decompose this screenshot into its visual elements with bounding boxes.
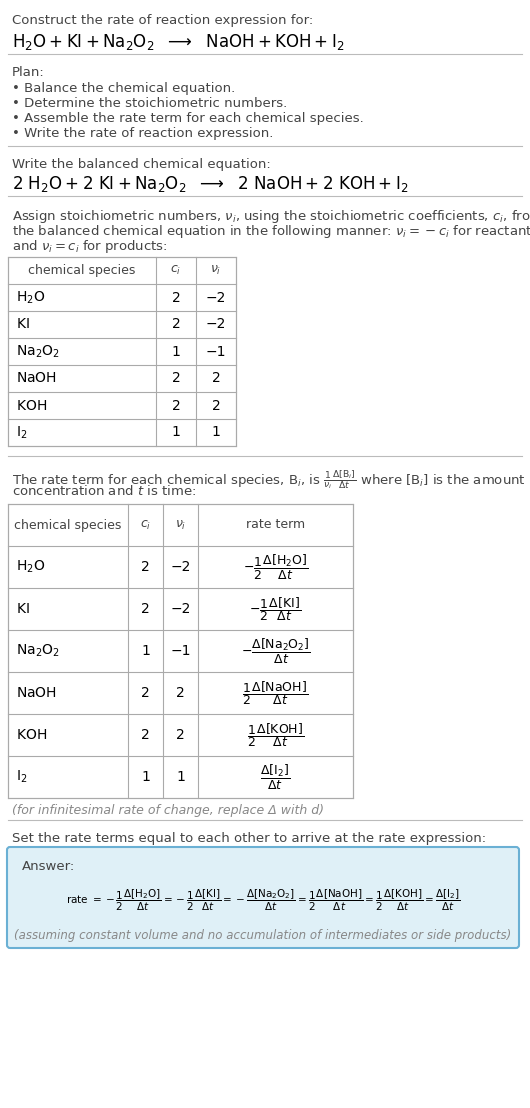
- Text: 2: 2: [141, 602, 150, 616]
- Text: $c_i$: $c_i$: [140, 519, 151, 532]
- Text: 2: 2: [172, 371, 180, 386]
- Text: 1: 1: [176, 770, 185, 784]
- Text: Assign stoichiometric numbers, $\nu_i$, using the stoichiometric coefficients, $: Assign stoichiometric numbers, $\nu_i$, …: [12, 208, 530, 225]
- Text: −1: −1: [170, 644, 191, 658]
- Text: 2: 2: [141, 686, 150, 700]
- Text: 1: 1: [141, 644, 150, 658]
- Text: $-\dfrac{1}{2}\dfrac{\Delta[\mathrm{KI}]}{\Delta t}$: $-\dfrac{1}{2}\dfrac{\Delta[\mathrm{KI}]…: [250, 595, 302, 623]
- Bar: [8, 504, 353, 798]
- Text: $\mathrm{NaOH}$: $\mathrm{NaOH}$: [16, 686, 57, 700]
- Text: 1: 1: [211, 425, 220, 440]
- Text: • Write the rate of reaction expression.: • Write the rate of reaction expression.: [12, 127, 273, 140]
- Text: −2: −2: [170, 602, 191, 616]
- Text: rate $= -\dfrac{1}{2}\dfrac{\Delta[\mathrm{H_2O}]}{\Delta t}= -\dfrac{1}{2}\dfra: rate $= -\dfrac{1}{2}\dfrac{\Delta[\math…: [66, 888, 460, 913]
- Text: Answer:: Answer:: [22, 860, 75, 873]
- Text: • Assemble the rate term for each chemical species.: • Assemble the rate term for each chemic…: [12, 112, 364, 125]
- Text: Write the balanced chemical equation:: Write the balanced chemical equation:: [12, 158, 271, 171]
- Text: $\nu_i$: $\nu_i$: [175, 519, 186, 532]
- Text: 2: 2: [211, 371, 220, 386]
- Text: $\mathrm{Na_2O_2}$: $\mathrm{Na_2O_2}$: [16, 343, 60, 360]
- Text: $\mathrm{I_2}$: $\mathrm{I_2}$: [16, 424, 28, 441]
- Text: $\mathrm{H_2O}$: $\mathrm{H_2O}$: [16, 558, 45, 575]
- Text: (for infinitesimal rate of change, replace Δ with d): (for infinitesimal rate of change, repla…: [12, 804, 324, 817]
- Bar: [8, 257, 236, 447]
- FancyBboxPatch shape: [7, 847, 519, 948]
- Text: $\dfrac{1}{2}\dfrac{\Delta[\mathrm{KOH}]}{\Delta t}$: $\dfrac{1}{2}\dfrac{\Delta[\mathrm{KOH}]…: [247, 721, 304, 749]
- Text: $-\dfrac{1}{2}\dfrac{\Delta[\mathrm{H_2O}]}{\Delta t}$: $-\dfrac{1}{2}\dfrac{\Delta[\mathrm{H_2O…: [243, 553, 308, 582]
- Text: • Determine the stoichiometric numbers.: • Determine the stoichiometric numbers.: [12, 98, 287, 110]
- Text: Plan:: Plan:: [12, 66, 45, 79]
- Text: $\mathrm{Na_2O_2}$: $\mathrm{Na_2O_2}$: [16, 643, 60, 659]
- Text: $\dfrac{\Delta[\mathrm{I_2}]}{\Delta t}$: $\dfrac{\Delta[\mathrm{I_2}]}{\Delta t}$: [260, 762, 290, 791]
- Text: 2: 2: [176, 686, 185, 700]
- Text: 2: 2: [176, 728, 185, 742]
- Text: $\mathrm{H_2O + KI + Na_2O_2}$  $\longrightarrow$  $\mathrm{NaOH + KOH + I_2}$: $\mathrm{H_2O + KI + Na_2O_2}$ $\longrig…: [12, 32, 344, 52]
- Text: chemical species: chemical species: [28, 264, 136, 277]
- Text: −2: −2: [206, 318, 226, 331]
- Text: 2: 2: [172, 290, 180, 305]
- Text: The rate term for each chemical species, $\mathrm{B}_i$, is $\frac{1}{\nu_i}\fra: The rate term for each chemical species,…: [12, 468, 526, 491]
- Text: rate term: rate term: [246, 519, 305, 532]
- Text: $\mathrm{KOH}$: $\mathrm{KOH}$: [16, 728, 47, 742]
- Text: $\dfrac{1}{2}\dfrac{\Delta[\mathrm{NaOH}]}{\Delta t}$: $\dfrac{1}{2}\dfrac{\Delta[\mathrm{NaOH}…: [242, 679, 308, 707]
- Text: −2: −2: [206, 290, 226, 305]
- Text: 2: 2: [172, 399, 180, 412]
- Text: 2: 2: [211, 399, 220, 412]
- Text: $\mathrm{H_2O}$: $\mathrm{H_2O}$: [16, 289, 45, 306]
- Text: (assuming constant volume and no accumulation of intermediates or side products): (assuming constant volume and no accumul…: [14, 929, 511, 942]
- Text: chemical species: chemical species: [14, 519, 122, 532]
- Text: $c_i$: $c_i$: [170, 264, 182, 277]
- Text: concentration and $t$ is time:: concentration and $t$ is time:: [12, 484, 196, 497]
- Text: 2: 2: [141, 728, 150, 742]
- Text: $\mathrm{I_2}$: $\mathrm{I_2}$: [16, 769, 28, 786]
- Text: 1: 1: [172, 345, 180, 359]
- Text: 2: 2: [141, 560, 150, 574]
- Text: 2: 2: [172, 318, 180, 331]
- Text: $\mathrm{KOH}$: $\mathrm{KOH}$: [16, 399, 47, 412]
- Text: the balanced chemical equation in the following manner: $\nu_i = -c_i$ for react: the balanced chemical equation in the fo…: [12, 223, 530, 240]
- Text: $\mathrm{NaOH}$: $\mathrm{NaOH}$: [16, 371, 57, 386]
- Text: and $\nu_i = c_i$ for products:: and $\nu_i = c_i$ for products:: [12, 238, 167, 255]
- Text: $\nu_i$: $\nu_i$: [210, 264, 222, 277]
- Text: • Balance the chemical equation.: • Balance the chemical equation.: [12, 82, 235, 95]
- Text: −1: −1: [206, 345, 226, 359]
- Text: $-\dfrac{\Delta[\mathrm{Na_2O_2}]}{\Delta t}$: $-\dfrac{\Delta[\mathrm{Na_2O_2}]}{\Delt…: [241, 636, 311, 666]
- Text: $\mathrm{KI}$: $\mathrm{KI}$: [16, 602, 30, 616]
- Text: 1: 1: [141, 770, 150, 784]
- Text: 1: 1: [172, 425, 180, 440]
- Text: $\mathrm{2\ H_2O + 2\ KI + Na_2O_2}$  $\longrightarrow$  $\mathrm{2\ NaOH + 2\ K: $\mathrm{2\ H_2O + 2\ KI + Na_2O_2}$ $\l…: [12, 174, 408, 194]
- Text: $\mathrm{KI}$: $\mathrm{KI}$: [16, 318, 30, 331]
- Text: −2: −2: [170, 560, 191, 574]
- Text: Construct the rate of reaction expression for:: Construct the rate of reaction expressio…: [12, 14, 313, 27]
- Text: Set the rate terms equal to each other to arrive at the rate expression:: Set the rate terms equal to each other t…: [12, 832, 486, 845]
